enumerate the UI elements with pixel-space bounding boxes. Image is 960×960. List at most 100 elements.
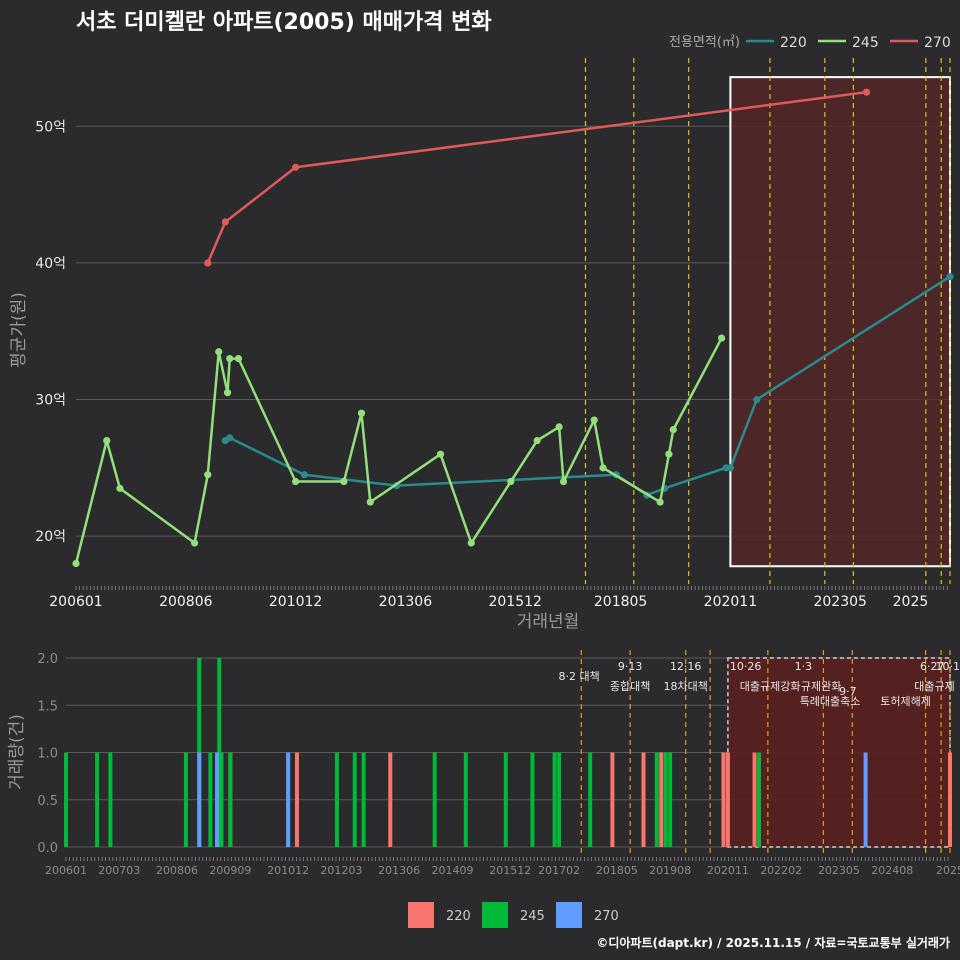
- y-axis-title: 거래량(건): [7, 714, 27, 790]
- data-point-245: [291, 477, 300, 486]
- bar-245: [552, 752, 557, 847]
- y-tick-label: 2.0: [37, 652, 58, 667]
- y-tick-label: 0.5: [37, 794, 58, 809]
- policy-event-label: 대출규제: [914, 680, 954, 693]
- policy-event-label: 12·16: [670, 660, 702, 673]
- bar-245: [64, 752, 68, 847]
- bar-245: [654, 752, 659, 847]
- bar-220: [948, 752, 952, 847]
- volume-bar-chart: 0.0 0.5 1.0 1.5 2.0 8·2 대책 9·13 종합대책 12·16 18차대책 1…: [7, 650, 960, 877]
- y-tick-label: 50억: [35, 119, 66, 135]
- bar-245: [463, 752, 468, 847]
- policy-event-label: 8·2 대책: [558, 670, 599, 683]
- bar-220: [659, 752, 664, 847]
- bar-245: [334, 752, 339, 847]
- data-point-245: [215, 348, 223, 356]
- data-point-245: [204, 471, 212, 479]
- data-point-220: [226, 434, 234, 442]
- policy-event-label: 1·3: [795, 660, 813, 673]
- x-axis-title: 거래년월: [517, 612, 580, 632]
- bar-245: [668, 752, 673, 847]
- policy-event-label: 토허제해제: [880, 694, 931, 708]
- data-point-245: [366, 498, 374, 506]
- data-point-220: [946, 272, 954, 281]
- data-point-270: [291, 163, 300, 171]
- policy-event-label: 18차대책: [664, 680, 708, 693]
- data-point-245: [665, 450, 673, 458]
- x-tick-label: 202202: [760, 864, 802, 877]
- data-point-245: [555, 423, 563, 431]
- policy-event-label: 10·26: [730, 660, 762, 673]
- x-tick-label: 201306: [378, 864, 420, 877]
- color-square-icon: [408, 902, 434, 928]
- legend-item-245: 245: [852, 35, 879, 51]
- bar-245: [108, 752, 113, 847]
- x-tick-label: 200806: [156, 864, 198, 877]
- bar-245: [95, 752, 100, 847]
- series-line-270: [206, 90, 867, 264]
- data-point-245: [669, 426, 677, 434]
- data-point-245: [116, 484, 124, 492]
- bar-245: [756, 752, 761, 847]
- data-point-245: [357, 409, 366, 417]
- data-point-245: [533, 436, 541, 445]
- x-tick-label: 201306: [379, 594, 433, 610]
- policy-event-label: 9·13: [618, 660, 643, 673]
- bar-245: [217, 658, 222, 847]
- data-point-245: [467, 539, 475, 547]
- legend-item-270: 270: [924, 35, 951, 51]
- legend-label: 전용면적(㎡): [669, 35, 740, 50]
- bar-270: [215, 752, 220, 847]
- legend-item-220: 220: [780, 35, 807, 51]
- data-point-245: [226, 354, 234, 363]
- data-point-270: [221, 218, 229, 226]
- data-point-245: [234, 354, 243, 363]
- y-tick-label: 20억: [35, 529, 66, 545]
- price-line-chart: 20억 30억 40억 50억 200601 200806 201012 201306 2015…: [9, 58, 954, 632]
- x-tick-label: 201012: [269, 594, 322, 610]
- credit-text: ©디아파트(dapt.kr) / 2025.11.15 / 자료=국토교통부 실…: [596, 935, 950, 950]
- data-point-245: [436, 450, 445, 458]
- color-square-icon: [482, 902, 508, 928]
- bottom-legend-245: 245: [520, 909, 545, 924]
- bar-245: [208, 752, 213, 847]
- top-legend: 전용면적(㎡) 220 245 270: [669, 35, 951, 51]
- bottom-legend: 220 245 270: [408, 902, 619, 928]
- bar-245: [503, 752, 508, 847]
- data-point-220: [753, 395, 761, 404]
- data-point-245: [340, 477, 348, 486]
- y-tick-label: 1.5: [37, 699, 58, 714]
- bottom-legend-270: 270: [594, 909, 619, 924]
- data-point-220: [300, 471, 308, 479]
- y-tick-label: 30억: [35, 393, 66, 409]
- x-tick-label: 201203: [320, 864, 362, 877]
- bar-245: [530, 752, 535, 847]
- data-point-245: [559, 477, 568, 486]
- bar-220: [294, 752, 299, 847]
- x-tick-label: 200601: [45, 864, 87, 877]
- x-tick-label: 202408: [871, 864, 913, 877]
- x-tick-label: 201805: [596, 864, 638, 877]
- policy-event-label: 규제완화: [801, 680, 841, 693]
- data-point-245: [103, 436, 111, 445]
- bar-245: [588, 752, 593, 847]
- policy-event-label: 9·7: [839, 685, 857, 698]
- data-point-245: [656, 498, 664, 506]
- x-tick-label: 202011: [704, 594, 757, 610]
- data-point-245: [590, 416, 598, 424]
- chart-title: 서초 더미켈란 아파트(2005) 매매가격 변화: [76, 10, 492, 35]
- bar-220: [721, 752, 726, 847]
- y-axis-title: 평균가(원): [9, 292, 29, 368]
- x-tick-label: 2025: [893, 594, 929, 610]
- x-tick-label: 201908: [649, 864, 691, 877]
- data-point-220: [726, 464, 735, 472]
- bar-270: [863, 752, 868, 847]
- x-tick-label: 201512: [488, 594, 541, 610]
- bar-220: [610, 752, 615, 847]
- bar-220: [725, 752, 730, 847]
- x-tick-label: 201805: [594, 594, 647, 610]
- y-tick-label: 40억: [35, 256, 66, 272]
- bar-220: [641, 752, 646, 847]
- policy-event-label: 6·27: [920, 660, 945, 673]
